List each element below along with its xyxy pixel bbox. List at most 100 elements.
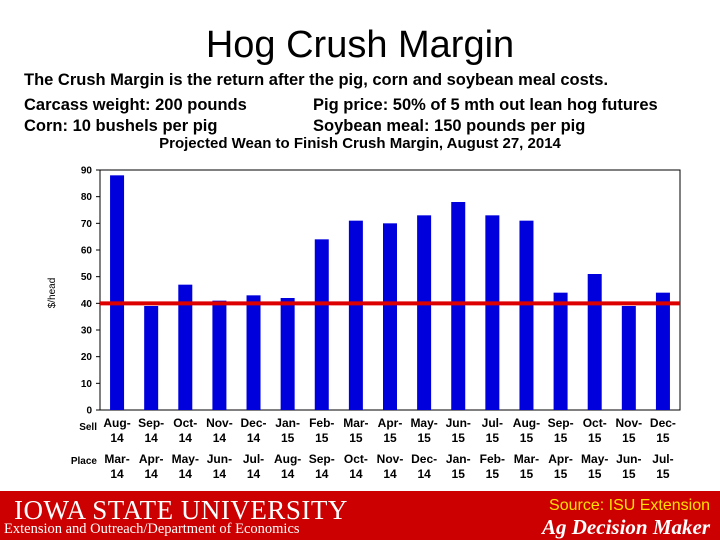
sell-month-label: Jul- [482,416,503,430]
description-line-1: The Crush Margin is the return after the… [24,71,609,89]
bar [553,292,568,410]
bar [587,274,602,410]
place-month-label: 14 [213,467,227,481]
bar [144,306,159,410]
description-pig-price: Pig price: 50% of 5 mth out lean hog fut… [313,96,658,114]
y-tick-label: 0 [86,406,92,417]
place-month-label: Feb- [480,452,505,466]
sell-month-label: Oct- [583,416,607,430]
sell-month-label: Dec- [650,416,676,430]
footer-subtitle: Extension and Outreach/Department of Eco… [4,521,300,537]
place-month-label: 14 [179,467,193,481]
sell-month-label: Nov- [206,416,233,430]
place-month-label: 14 [315,467,329,481]
sell-month-label: 15 [281,431,295,445]
place-month-label: 15 [588,467,602,481]
sell-month-label: 14 [213,431,227,445]
sell-month-label: 15 [622,431,636,445]
place-month-label: 15 [554,467,568,481]
sell-month-label: 15 [383,431,397,445]
place-month-label: Mar- [104,452,129,466]
source-note: Source: ISU Extension [549,497,710,514]
bar [212,300,227,410]
sell-month-label: Sep- [138,416,164,430]
place-month-label: Nov- [377,452,404,466]
place-month-label: 14 [417,467,431,481]
y-tick-label: 50 [81,272,93,283]
description-carcass-weight: Carcass weight: 200 pounds [24,96,247,114]
crush-margin-chart: Projected Wean to Finish Crush Margin, A… [47,135,681,481]
place-month-label: Jun- [616,452,641,466]
sell-month-label: 14 [110,431,124,445]
chart-title: Projected Wean to Finish Crush Margin, A… [159,135,561,152]
place-month-label: 14 [383,467,397,481]
place-month-label: 14 [144,467,158,481]
sell-row-label: Sell [79,422,97,433]
sell-month-label: 14 [179,431,193,445]
place-month-label: 15 [622,467,636,481]
sell-month-label: Feb- [309,416,334,430]
bar [383,223,397,410]
place-month-label: Jul- [652,452,673,466]
y-axis-label: $/head [47,278,58,309]
place-month-label: 14 [247,467,261,481]
bar [178,284,193,410]
bar [246,295,261,410]
footer-banner: IOWA STATE UNIVERSITY Extension and Outr… [0,491,720,540]
sell-month-label: Dec- [241,416,267,430]
sell-month-label: Mar- [343,416,368,430]
y-tick-label: 20 [81,352,93,363]
place-month-label: Apr- [548,452,573,466]
place-month-label: Jan- [446,452,471,466]
sell-month-label: 15 [417,431,431,445]
place-month-label: May- [581,452,608,466]
place-month-label: Aug- [274,452,301,466]
y-axis-ticks: 0 10 20 30 40 50 60 70 80 90 [81,166,100,417]
description-soybean-meal: Soybean meal: 150 pounds per pig [313,117,586,135]
y-tick-label: 70 [81,219,93,230]
sell-month-label: 15 [349,431,363,445]
place-month-label: 15 [520,467,534,481]
sell-month-label: 14 [144,431,158,445]
place-month-label: Dec- [411,452,437,466]
place-row-label: Place [71,456,98,467]
bar [655,292,670,410]
place-month-label: May- [172,452,199,466]
place-month-label: Jun- [207,452,232,466]
bar [621,306,636,410]
sell-month-label: 15 [588,431,602,445]
bar [485,215,500,410]
x-axis-labels: Aug-14Sep-14Oct-14Nov-14Dec-14Jan-15Feb-… [103,416,676,481]
bar [314,239,329,410]
place-month-label: 15 [452,467,466,481]
description-corn: Corn: 10 bushels per pig [24,117,218,135]
sell-month-label: May- [410,416,437,430]
sell-month-label: 15 [315,431,329,445]
y-tick-label: 40 [81,299,93,310]
sell-month-label: 15 [554,431,568,445]
sell-month-label: Jun- [446,416,471,430]
place-month-label: Sep- [309,452,335,466]
place-month-label: 14 [349,467,363,481]
place-month-label: 15 [656,467,670,481]
isu-logo: IOWA STATE UNIVERSITY [14,495,348,525]
sell-month-label: Aug- [513,416,540,430]
bar [519,220,534,410]
y-tick-label: 30 [81,326,93,337]
ag-decision-maker-logo: Ag Decision Maker [542,515,710,539]
sell-month-label: Jan- [275,416,300,430]
place-month-label: Mar- [514,452,539,466]
bar [451,202,466,410]
bar [417,215,432,410]
sell-month-label: Apr- [378,416,403,430]
y-tick-label: 90 [81,166,93,177]
place-month-label: 14 [281,467,295,481]
y-tick-label: 60 [81,246,93,257]
sell-month-label: 15 [452,431,466,445]
place-month-label: Oct- [344,452,368,466]
place-month-label: Jul- [243,452,264,466]
y-tick-label: 80 [81,192,93,203]
sell-month-label: 15 [486,431,500,445]
y-tick-label: 10 [81,379,93,390]
sell-month-label: Aug- [103,416,130,430]
